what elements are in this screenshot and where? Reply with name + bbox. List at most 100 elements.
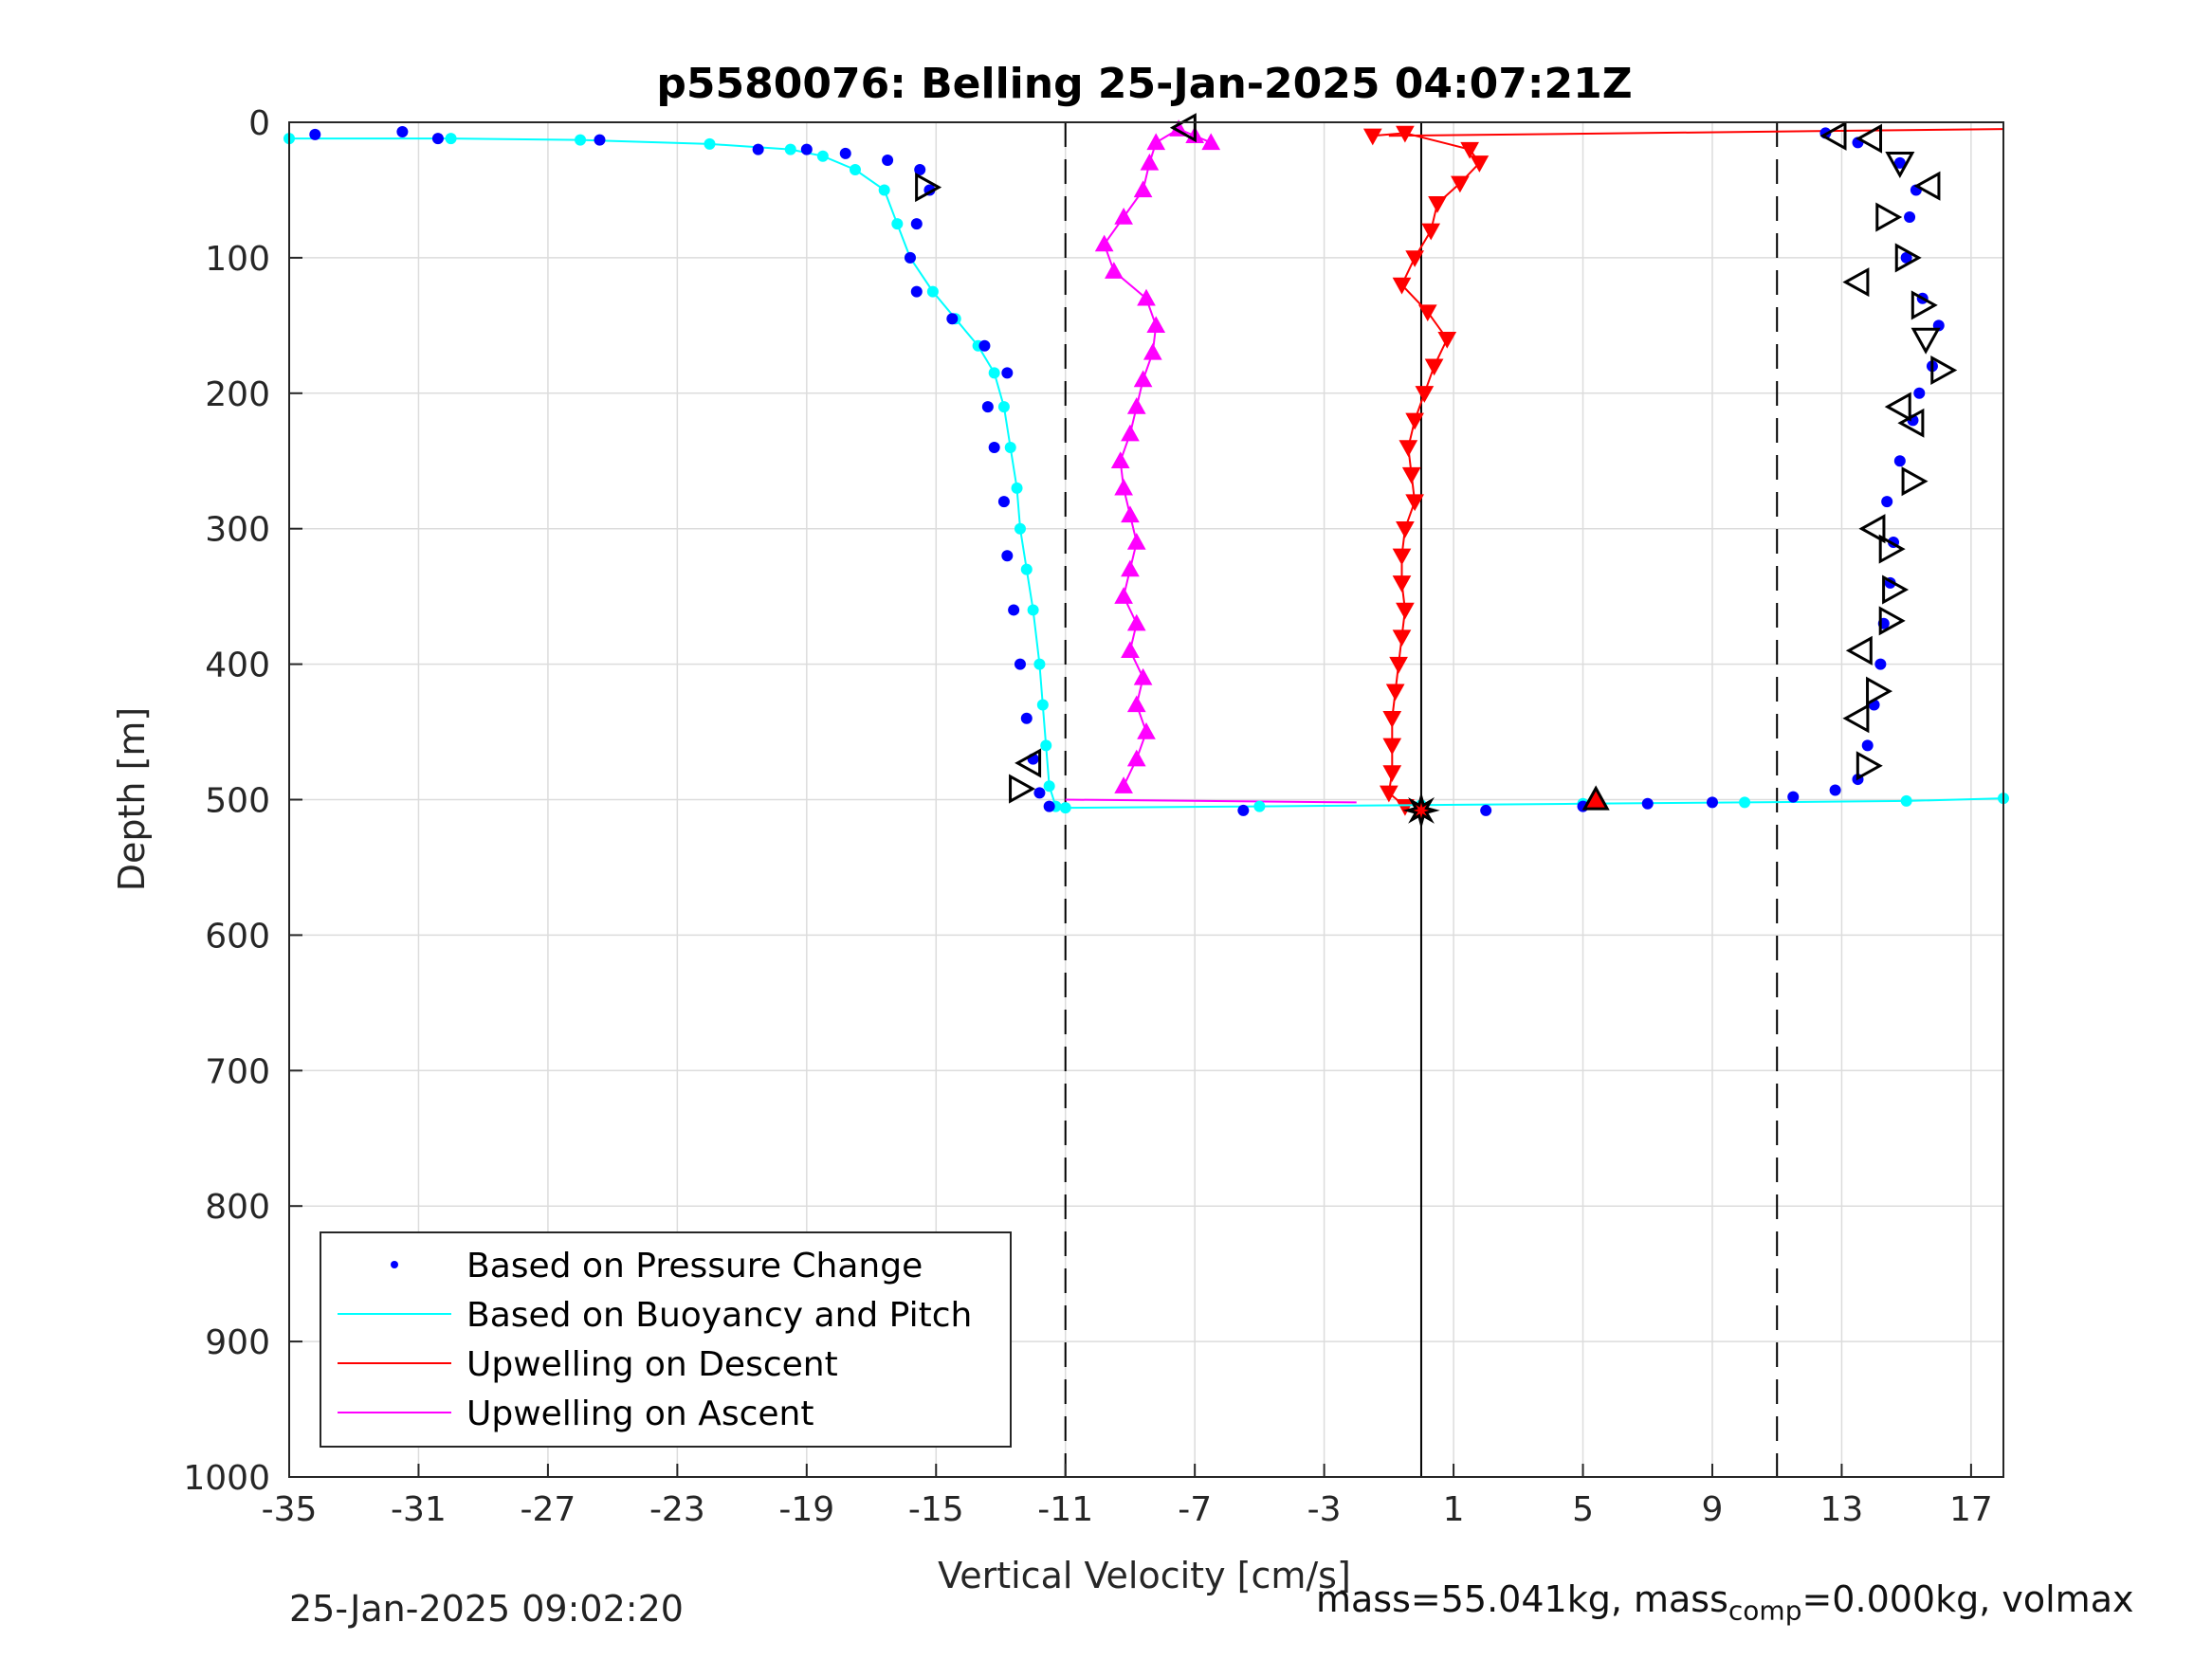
upwelling-descent-marker xyxy=(1437,331,1457,349)
legend-box xyxy=(320,1231,1012,1448)
pressure-descent-point xyxy=(839,147,851,159)
legend-label: Based on Pressure Change xyxy=(466,1247,923,1285)
open-triangle-right xyxy=(1930,355,1958,386)
buoyancy-ascent-point xyxy=(1253,800,1266,812)
footer-timestamp: 25-Jan-2025 09:02:20 xyxy=(289,1588,684,1630)
buoyancy-descent-point xyxy=(445,133,457,145)
upwelling-descent-marker xyxy=(1392,629,1412,647)
open-triangle-left xyxy=(1884,392,1911,422)
upwelling-ascent-marker xyxy=(1121,559,1140,577)
pressure-descent-point xyxy=(1001,550,1014,562)
pressure-descent-point xyxy=(988,441,1000,453)
legend-label: Upwelling on Descent xyxy=(466,1345,838,1384)
upwelling-descent-connector xyxy=(1388,128,2004,137)
x-tick-label: -7 xyxy=(1178,1490,1212,1529)
upwelling-ascent-marker xyxy=(1143,342,1162,360)
pressure-descent-point xyxy=(910,285,923,298)
upwelling-descent-marker xyxy=(1392,277,1412,295)
upwelling-descent-marker xyxy=(1382,738,1402,756)
open-triangle-left xyxy=(1015,748,1042,778)
upwelling-ascent-line xyxy=(1103,127,1212,787)
upwelling-descent-marker xyxy=(1396,125,1415,143)
pressure-ascent-point xyxy=(1706,796,1718,809)
open-triangle-right xyxy=(1894,243,1922,273)
upwelling-ascent-marker xyxy=(1133,667,1153,685)
buoyancy-descent-point xyxy=(997,401,1010,413)
upwelling-ascent-marker xyxy=(1146,133,1166,151)
buoyancy-ascent-point xyxy=(1739,796,1751,809)
buoyancy-descent-line xyxy=(289,137,1057,807)
x-tick-label: -31 xyxy=(391,1490,447,1529)
open-triangle-right xyxy=(1856,751,1883,781)
buoyancy-descent-point xyxy=(988,367,1000,379)
buoyancy-descent-point xyxy=(1014,522,1026,535)
open-triangle-right xyxy=(1878,606,1906,636)
upwelling-ascent-marker xyxy=(1126,749,1146,767)
upwelling-ascent-marker xyxy=(1114,208,1133,225)
buoyancy-descent-point xyxy=(575,134,587,146)
pressure-ascent-point xyxy=(1787,791,1800,803)
x-tick-label: -23 xyxy=(649,1490,705,1529)
data-layer xyxy=(283,113,2009,830)
y-axis-label: Depth [m] xyxy=(111,707,153,892)
upwelling-descent-marker xyxy=(1398,440,1418,457)
pressure-descent-point xyxy=(800,143,813,155)
upwelling-ascent-marker xyxy=(1105,262,1124,279)
pressure-descent-point xyxy=(1014,658,1026,670)
upwelling-descent-marker xyxy=(1405,412,1424,430)
open-triangle-left xyxy=(1819,120,1847,151)
upwelling-ascent-marker xyxy=(1114,587,1133,604)
x-tick-label: -27 xyxy=(520,1490,576,1529)
pressure-descent-point xyxy=(396,126,409,138)
upwelling-descent-marker xyxy=(1428,196,1447,213)
buoyancy-descent-point xyxy=(1033,658,1046,670)
buoyancy-descent-point xyxy=(1040,739,1052,752)
buoyancy-descent-point xyxy=(849,164,861,176)
pressure-descent-point xyxy=(882,155,894,167)
pressure-descent-point xyxy=(309,128,321,140)
upwelling-ascent-connector xyxy=(1065,798,1357,804)
open-triangle-left xyxy=(1845,635,1873,665)
buoyancy-descent-point xyxy=(1004,441,1016,453)
upwelling-descent-marker xyxy=(1396,521,1415,538)
pressure-descent-point xyxy=(1033,787,1046,799)
open-triangle-left xyxy=(1842,267,1870,298)
open-triangle-right xyxy=(1866,676,1893,706)
pressure-descent-point xyxy=(431,133,444,145)
footer-mass-text: mass=55.041kg, masscomp=0.000kg, volmax xyxy=(1316,1578,2133,1627)
x-tick-label: 17 xyxy=(1949,1490,1993,1529)
upwelling-descent-marker xyxy=(1392,548,1412,566)
x-axis-label: Vertical Velocity [cm/s] xyxy=(938,1555,1351,1596)
upwelling-ascent-marker xyxy=(1094,234,1114,252)
pressure-descent-point xyxy=(978,339,991,352)
upwelling-descent-marker xyxy=(1460,141,1479,159)
pressure-descent-point xyxy=(1008,604,1020,616)
upwelling-descent-marker xyxy=(1470,155,1490,173)
axis-ticks: -35 -31 -27 -23 -19 -15 -11 -7 -3 1 5 9 13 1701002003… xyxy=(183,104,1992,1529)
upwelling-descent-marker xyxy=(1405,494,1424,512)
upwelling-descent-marker xyxy=(1380,785,1398,803)
y-tick-label: 400 xyxy=(205,647,270,685)
open-triangle-left xyxy=(1842,703,1870,734)
x-tick-label: -11 xyxy=(1037,1490,1093,1529)
open-triangle-down xyxy=(1885,151,1915,178)
x-tick-label: -15 xyxy=(908,1490,964,1529)
pressure-descent-point xyxy=(1001,367,1014,379)
upwelling-descent-marker xyxy=(1362,128,1382,146)
y-tick-label: 600 xyxy=(205,917,270,956)
pressure-descent-point xyxy=(914,164,926,176)
y-tick-label: 200 xyxy=(205,375,270,414)
upwelling-descent-marker xyxy=(1401,466,1421,484)
x-tick-label: -35 xyxy=(262,1490,318,1529)
upwelling-descent-marker xyxy=(1424,358,1444,376)
upwelling-descent-marker xyxy=(1389,656,1408,674)
pressure-ascent-point xyxy=(1641,797,1654,810)
pressure-descent-point xyxy=(752,143,764,155)
buoyancy-descent-point xyxy=(1011,482,1023,494)
upwelling-descent-marker xyxy=(1396,602,1415,620)
legend-label: Based on Buoyancy and Pitch xyxy=(466,1296,972,1335)
pressure-ascent-point xyxy=(1904,211,1916,224)
open-triangle-right xyxy=(1910,290,1938,320)
upwelling-ascent-marker xyxy=(1126,613,1146,631)
